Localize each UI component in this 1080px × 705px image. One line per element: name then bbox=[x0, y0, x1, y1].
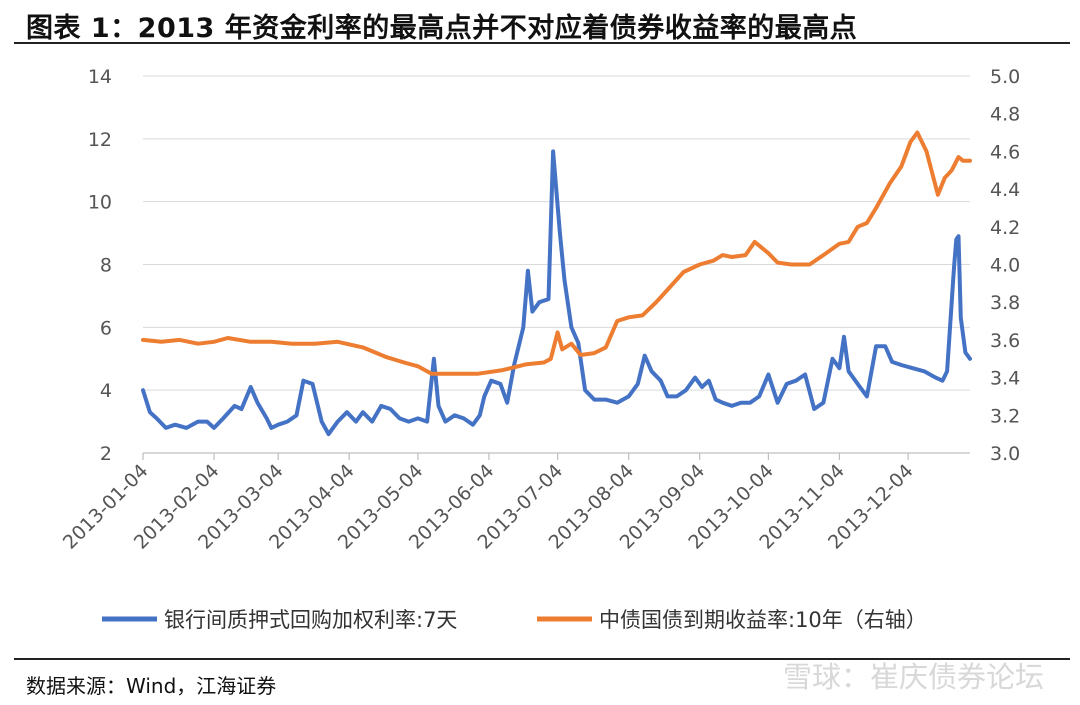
series-line-0 bbox=[141, 149, 972, 437]
y-right-tick-label: 3.0 bbox=[990, 443, 1020, 465]
series-lines bbox=[141, 130, 972, 437]
y-axis-right: 3.0 3.2 3.4 3.6 3.8 4.0 4.2 4.4 4.6 4.8 5.0 bbox=[990, 66, 1020, 465]
legend-label: 中债国债到期收益率:10年（右轴） bbox=[599, 608, 927, 632]
chart-area: 2013-01-042013-02-042013-03-042013-04-04… bbox=[59, 66, 1020, 632]
watermark: 雪球：崔庆债券论坛 bbox=[782, 660, 1044, 694]
legend: 银行间质押式回购加权利率:7天 中债国债到期收益率:10年（右轴） bbox=[102, 608, 927, 632]
y-left-tick-label: 8 bbox=[100, 255, 112, 277]
y-right-tick-label: 4.8 bbox=[990, 104, 1020, 126]
y-left-tick-label: 12 bbox=[88, 129, 112, 151]
y-right-tick-label: 3.6 bbox=[990, 330, 1020, 352]
y-right-tick-label: 3.4 bbox=[990, 368, 1020, 390]
y-right-tick-label: 4.2 bbox=[990, 217, 1020, 239]
chart-title: 图表 1：2013 年资金利率的最高点并不对应着债券收益率的最高点 bbox=[26, 13, 858, 44]
y-right-tick-label: 5.0 bbox=[990, 66, 1020, 88]
grid-lines bbox=[143, 75, 970, 454]
footer-rule bbox=[14, 658, 1070, 660]
y-left-tick-label: 6 bbox=[100, 317, 112, 339]
y-left-tick-label: 4 bbox=[100, 380, 112, 402]
x-axis: 2013-01-042013-02-042013-03-042013-04-04… bbox=[59, 452, 970, 554]
y-left-tick-label: 10 bbox=[88, 192, 112, 214]
y-right-tick-label: 3.2 bbox=[990, 405, 1020, 427]
y-left-tick-label: 14 bbox=[88, 66, 112, 88]
y-right-tick-label: 4.6 bbox=[990, 141, 1020, 163]
title-rule bbox=[14, 42, 1070, 44]
legend-label: 银行间质押式回购加权利率:7天 bbox=[164, 608, 457, 632]
series-line-1 bbox=[141, 130, 972, 376]
y-left-tick-label: 2 bbox=[100, 443, 112, 465]
y-right-tick-label: 4.0 bbox=[990, 255, 1020, 277]
y-right-tick-label: 4.4 bbox=[990, 179, 1020, 201]
data-source: 数据来源：Wind，江海证券 bbox=[26, 674, 277, 698]
y-axis-left: 2 4 6 8 10 12 14 bbox=[88, 66, 112, 465]
y-right-tick-label: 3.8 bbox=[990, 292, 1020, 314]
